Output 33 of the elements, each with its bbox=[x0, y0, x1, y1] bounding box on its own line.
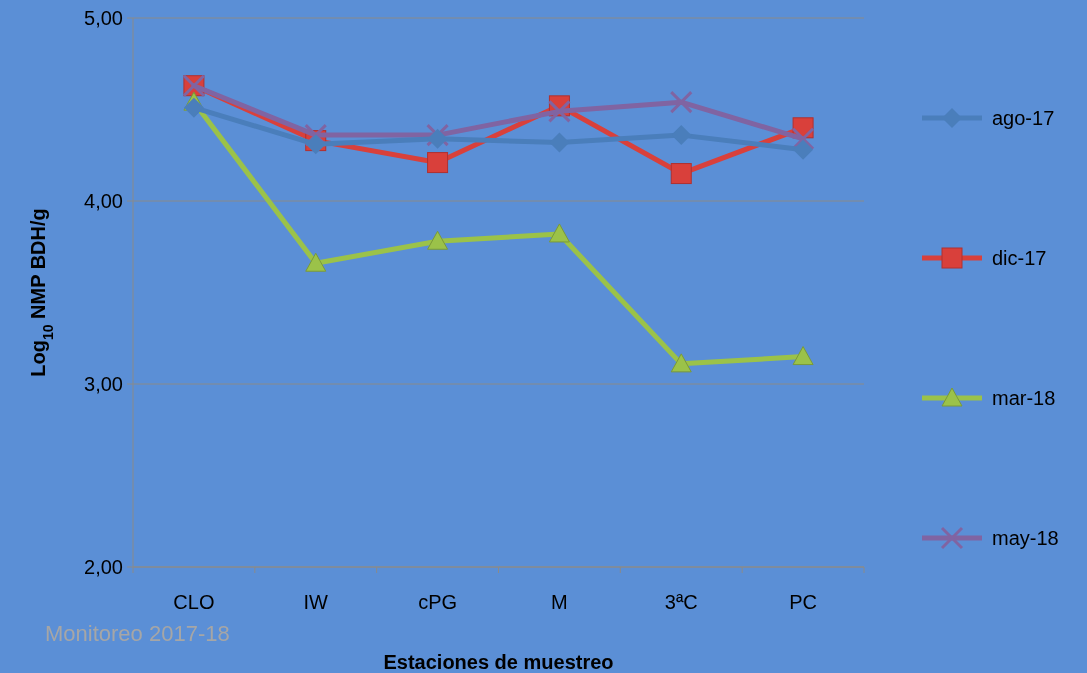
point bbox=[670, 163, 692, 185]
legend-label: ago-17 bbox=[992, 107, 1055, 129]
y-tick-label: 5,00 bbox=[84, 7, 123, 29]
point bbox=[304, 123, 328, 147]
point bbox=[792, 346, 814, 366]
x-tick-label: IW bbox=[303, 591, 329, 613]
x-axis-title: Estaciones de muestreo bbox=[383, 651, 614, 673]
x-tick-label: CLO bbox=[173, 591, 215, 613]
legend-label: may-18 bbox=[992, 527, 1059, 549]
point bbox=[427, 128, 448, 149]
y-tick-label: 4,00 bbox=[84, 190, 123, 212]
x-tick-label: PC bbox=[789, 591, 817, 613]
point bbox=[670, 353, 692, 373]
point bbox=[427, 230, 449, 250]
point bbox=[547, 99, 571, 123]
point bbox=[548, 223, 570, 243]
x-tick-label: M bbox=[551, 591, 568, 613]
x-tick-label: cPG bbox=[418, 591, 458, 613]
point bbox=[791, 127, 815, 151]
point bbox=[426, 123, 450, 147]
x-tick-label: 3ªC bbox=[664, 591, 698, 613]
point bbox=[671, 125, 692, 146]
point bbox=[669, 90, 693, 114]
text: Monitoreo 2017-18 bbox=[45, 621, 230, 646]
point bbox=[427, 152, 449, 174]
point bbox=[305, 252, 327, 272]
y-tick-label: 3,00 bbox=[84, 373, 123, 395]
point bbox=[549, 132, 570, 153]
point bbox=[183, 97, 204, 118]
legend-label: dic-17 bbox=[992, 247, 1047, 269]
y-tick-label: 2,00 bbox=[84, 556, 123, 578]
point bbox=[793, 139, 814, 160]
legend-label: mar-18 bbox=[992, 387, 1056, 409]
